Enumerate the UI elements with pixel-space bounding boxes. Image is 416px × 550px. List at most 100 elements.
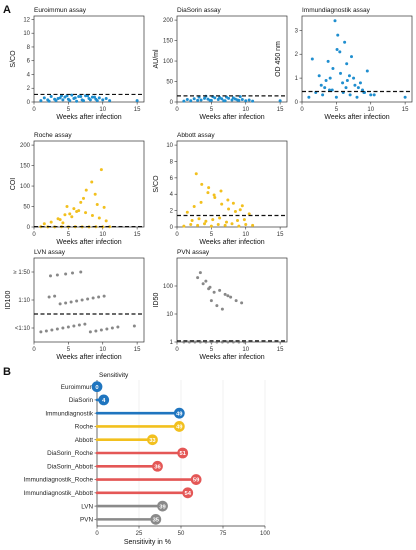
data-point (240, 204, 244, 208)
data-point (212, 290, 216, 294)
data-point (199, 200, 203, 204)
data-point (223, 223, 227, 227)
value-label: 39 (159, 504, 166, 510)
data-point (333, 19, 337, 23)
data-point (310, 57, 314, 61)
y-axis-label: AU/ml (153, 49, 160, 69)
y-tick-label: 2 (27, 86, 31, 92)
x-tick-label: 0 (175, 107, 179, 113)
x-tick-label: 15 (402, 107, 409, 113)
category-label: Roche (75, 424, 94, 431)
category-label: DiaSorin (69, 397, 94, 404)
data-point (244, 223, 248, 227)
data-point (199, 98, 203, 102)
scatter-panel-1: Euroimmun assay 0 5 10 15 Weeks after infecti… (10, 7, 145, 121)
data-point (211, 218, 215, 222)
data-point (182, 224, 186, 228)
data-point (278, 99, 282, 103)
data-point (344, 86, 348, 90)
plot-frame (176, 257, 288, 343)
data-point (185, 98, 189, 102)
x-tick-label: 5 (67, 107, 71, 113)
data-point (88, 98, 92, 102)
data-point (44, 329, 48, 333)
data-point (216, 223, 220, 227)
x-tick-label: 0 (175, 232, 179, 238)
data-point (108, 99, 112, 103)
data-point (208, 98, 212, 102)
y-tick-label: 0 (27, 100, 31, 106)
data-point (244, 99, 248, 103)
data-point (65, 205, 69, 209)
x-tick-label: 10 (99, 107, 106, 113)
data-point (226, 198, 230, 202)
data-point (229, 295, 233, 299)
data-point (99, 168, 103, 172)
y-tick-label: 200 (20, 143, 31, 149)
plot-frame (33, 257, 145, 343)
data-point (93, 95, 96, 99)
category-label: Immundiagnostik_Abbott (24, 490, 94, 497)
data-point (212, 193, 216, 197)
data-point (226, 294, 230, 298)
lollipop-head (91, 381, 103, 393)
data-point (353, 83, 357, 87)
y-tick-label: 100 (163, 59, 174, 65)
data-point (218, 288, 222, 292)
x-tick-label: 15 (134, 347, 141, 353)
data-point (324, 79, 328, 82)
data-point (339, 71, 342, 75)
data-point (72, 97, 76, 101)
data-point (75, 299, 79, 303)
data-point (79, 200, 83, 204)
data-point (236, 98, 239, 102)
data-point (77, 323, 81, 327)
data-point (72, 207, 76, 211)
data-point (47, 99, 51, 103)
data-point (189, 99, 193, 103)
data-point (95, 99, 99, 103)
data-point (90, 95, 94, 99)
data-point (204, 219, 208, 223)
data-point (58, 96, 62, 100)
x-tick-label: 100 (260, 531, 271, 537)
y-tick-label: 100 (163, 284, 174, 290)
y-axis-label: ID50 (153, 293, 160, 308)
data-point (341, 81, 345, 85)
y-tick-label: <1:10 (15, 326, 31, 332)
data-point (307, 95, 311, 99)
data-point (209, 224, 213, 228)
data-point (240, 301, 244, 305)
data-point (90, 214, 94, 218)
value-label: 54 (184, 491, 191, 497)
y-tick-label: 6 (27, 59, 31, 65)
data-point (218, 95, 222, 99)
y-axis-label: S/CO (10, 50, 17, 68)
data-point (230, 222, 234, 226)
data-point (198, 271, 202, 275)
data-point (345, 79, 349, 82)
plot-frame (33, 140, 145, 228)
lollipop-head (182, 487, 194, 499)
data-point (75, 209, 79, 213)
data-point (97, 295, 101, 299)
data-point (42, 222, 46, 226)
data-point (82, 196, 85, 200)
y-tick-label: 0 (170, 225, 174, 231)
x-tick-label: 15 (134, 107, 141, 113)
data-point (190, 218, 194, 222)
x-axis-label: Weeks after infection (56, 239, 121, 246)
data-point (97, 96, 101, 100)
value-label: 35 (153, 518, 160, 524)
y-tick-label: 200 (163, 18, 174, 24)
y-tick-label: 150 (20, 164, 31, 170)
x-tick-label: 5 (67, 232, 71, 238)
scatter-panel-5: Abbott assay 0 5 10 15 Weeks after infection 0… (153, 132, 288, 246)
data-point (251, 99, 255, 103)
data-point (194, 172, 198, 176)
data-point (47, 295, 51, 299)
data-point (319, 83, 323, 87)
x-tick-label: 10 (242, 107, 249, 113)
x-axis-label: Weeks after infection (324, 114, 389, 121)
